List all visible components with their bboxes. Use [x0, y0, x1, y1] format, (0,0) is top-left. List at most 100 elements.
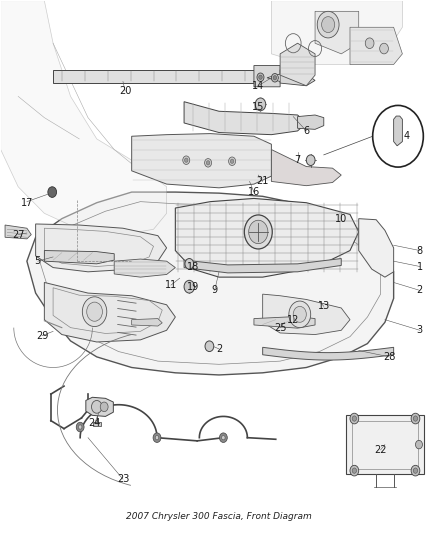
Polygon shape — [184, 259, 341, 273]
Polygon shape — [44, 282, 175, 342]
Text: 1: 1 — [417, 262, 423, 271]
Polygon shape — [346, 415, 424, 474]
Circle shape — [411, 465, 420, 476]
Circle shape — [76, 422, 84, 432]
Text: 21: 21 — [257, 176, 269, 187]
Text: 2: 2 — [216, 344, 222, 354]
Circle shape — [82, 297, 107, 327]
Text: 23: 23 — [117, 474, 129, 484]
Circle shape — [289, 301, 311, 328]
Circle shape — [321, 17, 335, 33]
Text: 11: 11 — [165, 280, 177, 290]
Text: 20: 20 — [119, 86, 131, 96]
Text: 22: 22 — [374, 445, 387, 455]
Polygon shape — [272, 1, 403, 64]
Circle shape — [92, 400, 102, 413]
Text: 2007 Chrysler 300 Fascia, Front Diagram: 2007 Chrysler 300 Fascia, Front Diagram — [126, 512, 312, 521]
Polygon shape — [280, 43, 315, 86]
Circle shape — [183, 156, 190, 165]
Polygon shape — [53, 70, 254, 83]
Circle shape — [272, 74, 279, 82]
Circle shape — [153, 433, 161, 442]
Circle shape — [155, 435, 159, 440]
Circle shape — [205, 341, 214, 352]
Circle shape — [350, 413, 359, 424]
Polygon shape — [132, 134, 272, 188]
Circle shape — [184, 280, 194, 293]
Polygon shape — [297, 115, 324, 130]
Text: 3: 3 — [417, 325, 423, 335]
Text: 2: 2 — [417, 286, 423, 295]
Circle shape — [230, 159, 234, 164]
Circle shape — [293, 306, 306, 322]
Circle shape — [306, 155, 315, 165]
Text: 9: 9 — [212, 286, 218, 295]
Polygon shape — [315, 11, 359, 54]
Circle shape — [411, 413, 420, 424]
Text: 24: 24 — [88, 418, 101, 429]
Circle shape — [413, 468, 418, 473]
Text: 17: 17 — [21, 198, 33, 208]
Circle shape — [87, 302, 102, 321]
Circle shape — [184, 158, 188, 163]
Polygon shape — [280, 70, 315, 86]
Text: 5: 5 — [35, 256, 41, 266]
Circle shape — [219, 433, 227, 442]
Polygon shape — [175, 198, 359, 277]
Polygon shape — [394, 116, 403, 146]
Polygon shape — [132, 319, 162, 326]
Text: 12: 12 — [287, 314, 300, 325]
Circle shape — [352, 468, 357, 473]
Circle shape — [259, 75, 262, 79]
Circle shape — [100, 402, 108, 411]
Text: 10: 10 — [335, 214, 347, 224]
Text: 6: 6 — [303, 126, 309, 136]
Text: 25: 25 — [274, 322, 286, 333]
Text: 18: 18 — [187, 262, 199, 271]
Polygon shape — [27, 192, 394, 375]
Circle shape — [416, 440, 423, 449]
Circle shape — [244, 215, 272, 249]
Circle shape — [229, 157, 236, 165]
Text: 8: 8 — [417, 246, 423, 255]
Circle shape — [373, 106, 424, 167]
Circle shape — [222, 435, 225, 440]
Polygon shape — [5, 225, 31, 239]
Circle shape — [255, 98, 266, 111]
Polygon shape — [350, 27, 403, 64]
Circle shape — [317, 11, 339, 38]
Circle shape — [365, 38, 374, 49]
Polygon shape — [1, 1, 166, 235]
Circle shape — [48, 187, 57, 197]
Polygon shape — [254, 66, 280, 87]
Circle shape — [205, 159, 212, 167]
Circle shape — [257, 73, 264, 82]
Polygon shape — [86, 397, 113, 416]
Circle shape — [249, 220, 268, 244]
Polygon shape — [263, 348, 394, 360]
Text: 13: 13 — [318, 301, 330, 311]
Polygon shape — [263, 294, 350, 335]
Circle shape — [185, 259, 194, 269]
Polygon shape — [35, 224, 166, 272]
Text: 4: 4 — [404, 131, 410, 141]
Polygon shape — [272, 150, 341, 185]
Text: 27: 27 — [12, 230, 25, 240]
Text: 14: 14 — [252, 81, 265, 91]
Text: 29: 29 — [36, 330, 48, 341]
Circle shape — [352, 416, 357, 421]
Text: 16: 16 — [248, 187, 260, 197]
Text: 15: 15 — [252, 102, 265, 112]
Text: 28: 28 — [383, 352, 396, 362]
Circle shape — [413, 416, 418, 421]
Polygon shape — [359, 219, 394, 277]
Circle shape — [350, 465, 359, 476]
Polygon shape — [184, 102, 306, 135]
Text: 19: 19 — [187, 282, 199, 292]
Text: 7: 7 — [294, 155, 301, 165]
Circle shape — [380, 43, 389, 54]
Polygon shape — [44, 251, 114, 264]
Polygon shape — [114, 259, 175, 277]
Circle shape — [78, 425, 82, 429]
Circle shape — [273, 76, 277, 80]
